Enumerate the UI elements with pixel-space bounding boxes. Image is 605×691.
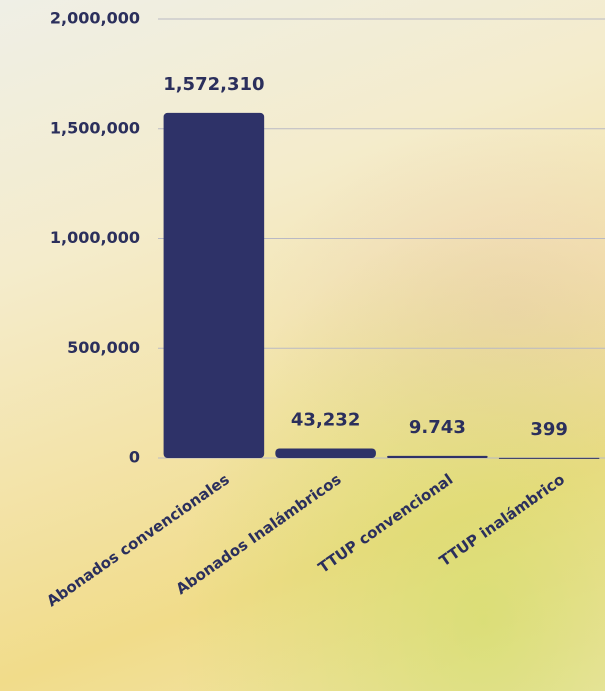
bar [387,456,488,458]
value-label: 9.743 [409,417,466,438]
value-label: 399 [530,419,568,440]
chart: 0 500,000 1,000,000 1,500,000 2,000,000 1,572… [0,0,605,691]
page: 0 500,000 1,000,000 1,500,000 2,000,000 1,572… [0,0,605,691]
y-tick-label: 2,000,000 [50,9,140,28]
y-tick-label: 1,500,000 [50,118,140,137]
y-tick-label: 0 [129,448,140,467]
y-tick-label: 500,000 [67,338,140,357]
bar [164,113,265,458]
y-tick-label: 1,000,000 [50,228,140,247]
x-tick-label: Abonados convencionales [43,470,232,610]
bar [499,458,600,459]
value-label: 1,572,310 [163,74,264,95]
bar [275,449,376,458]
value-label: 43,232 [291,410,360,431]
